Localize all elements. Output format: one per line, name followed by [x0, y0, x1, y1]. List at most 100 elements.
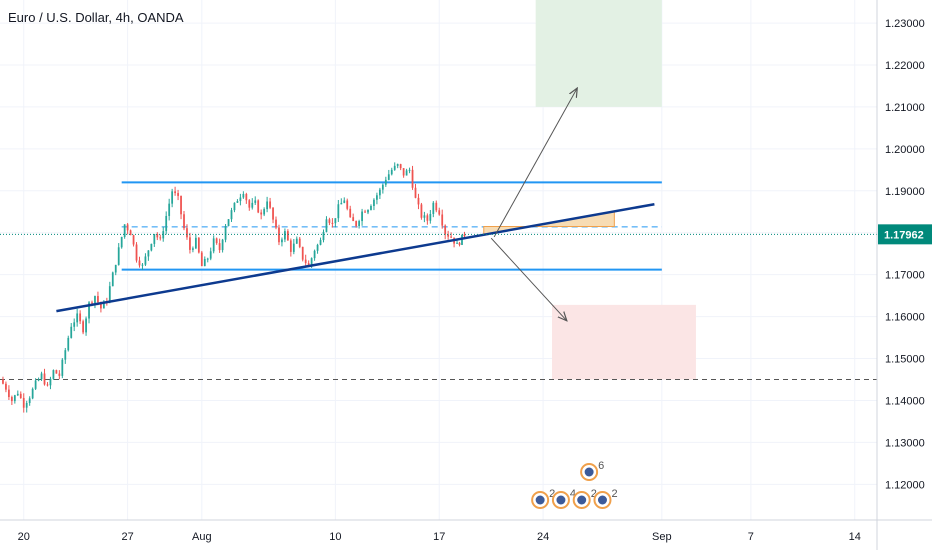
candle-body — [147, 250, 150, 257]
candle-body — [295, 238, 298, 244]
candle-body — [387, 174, 390, 180]
candle-body — [458, 242, 461, 245]
x-tick-label: Sep — [652, 531, 672, 543]
candle-body — [435, 202, 438, 211]
candle-body — [278, 227, 280, 243]
candle-body — [352, 217, 355, 222]
candle-body — [376, 195, 378, 200]
candle-body — [248, 200, 251, 208]
candle-body — [402, 168, 405, 176]
candle-body — [200, 252, 203, 267]
candle-body — [358, 221, 361, 227]
y-tick-label: 1.12000 — [885, 479, 925, 491]
candle-body — [43, 373, 46, 385]
candle-body — [168, 203, 171, 216]
candle-body — [73, 322, 76, 327]
candle-body — [34, 380, 37, 389]
candle-body — [242, 193, 245, 198]
candle-body — [194, 237, 197, 249]
y-tick-label: 1.21000 — [885, 102, 925, 114]
candle-body — [180, 195, 182, 215]
candle-body — [156, 234, 159, 238]
event-flag-icon — [535, 495, 545, 505]
candle-body — [16, 393, 19, 396]
candle-body — [230, 210, 233, 220]
candle-body — [266, 201, 268, 210]
candle-body — [85, 318, 87, 333]
candle-body — [135, 244, 138, 261]
candle-body — [381, 184, 384, 190]
candle-body — [346, 200, 349, 209]
x-tick-label: Aug — [192, 531, 212, 543]
candle-body — [117, 247, 120, 265]
candle-body — [281, 239, 283, 243]
candle-body — [192, 248, 194, 250]
candle-body — [82, 321, 84, 333]
candle-body — [393, 165, 396, 170]
candle-body — [102, 301, 105, 309]
candle-body — [286, 231, 289, 241]
candle-body — [316, 244, 319, 251]
candle-body — [206, 258, 209, 260]
candle-body — [153, 234, 156, 244]
candle-body — [52, 370, 55, 379]
candle-body — [58, 373, 61, 376]
candle-body — [322, 231, 325, 241]
candle-body — [177, 193, 179, 196]
projection-arrow-up — [493, 88, 577, 238]
candle-body — [432, 202, 435, 214]
candle-body — [94, 296, 96, 304]
candle-body — [319, 240, 322, 245]
candle-body — [378, 189, 381, 196]
candle-body — [257, 200, 260, 213]
candle-body — [340, 202, 343, 205]
candle-body — [197, 237, 200, 253]
candle-body — [40, 373, 43, 380]
y-tick-label: 1.20000 — [885, 144, 925, 156]
x-tick-label: 10 — [329, 531, 341, 543]
candle-body — [212, 238, 215, 252]
candle-body — [292, 243, 295, 252]
candle-body — [221, 239, 224, 251]
candle-body — [426, 215, 429, 221]
candle-body — [310, 258, 313, 266]
candle-body — [328, 219, 331, 223]
candle-body — [396, 164, 399, 166]
candle-body — [55, 370, 58, 374]
candle-body — [10, 397, 13, 402]
candle-body — [251, 202, 254, 208]
event-count-label: 2 — [549, 488, 555, 500]
event-flag-icon — [577, 495, 587, 505]
projection-arrow-down — [490, 237, 567, 321]
candle-body — [301, 246, 304, 260]
candle-body — [25, 403, 28, 408]
candle-body — [384, 179, 387, 185]
candle-body — [367, 209, 369, 213]
candle-body — [269, 201, 271, 208]
event-flag-icon — [597, 495, 607, 505]
x-tick-label: 17 — [433, 531, 445, 543]
candle-body — [224, 226, 227, 240]
candle-body — [79, 313, 82, 322]
candle-body — [227, 219, 230, 227]
candle-body — [364, 211, 366, 213]
candle-body — [165, 215, 168, 232]
last-price-label: 1.17962 — [884, 229, 924, 241]
candle-body — [349, 208, 352, 218]
candle-body — [203, 259, 206, 267]
candle-body — [171, 191, 174, 204]
candle-body — [334, 218, 337, 224]
y-tick-label: 1.17000 — [885, 270, 925, 282]
y-tick-label: 1.22000 — [885, 60, 925, 72]
candle-body — [2, 379, 4, 384]
candle-body — [337, 204, 340, 219]
chart-title: Euro / U.S. Dollar, 4h, OANDA — [8, 10, 184, 25]
candle-body — [420, 204, 423, 218]
candle-body — [417, 197, 420, 205]
candle-body — [28, 398, 31, 404]
candle-body — [373, 199, 375, 206]
candle-body — [22, 397, 25, 408]
candle-body — [13, 395, 16, 402]
